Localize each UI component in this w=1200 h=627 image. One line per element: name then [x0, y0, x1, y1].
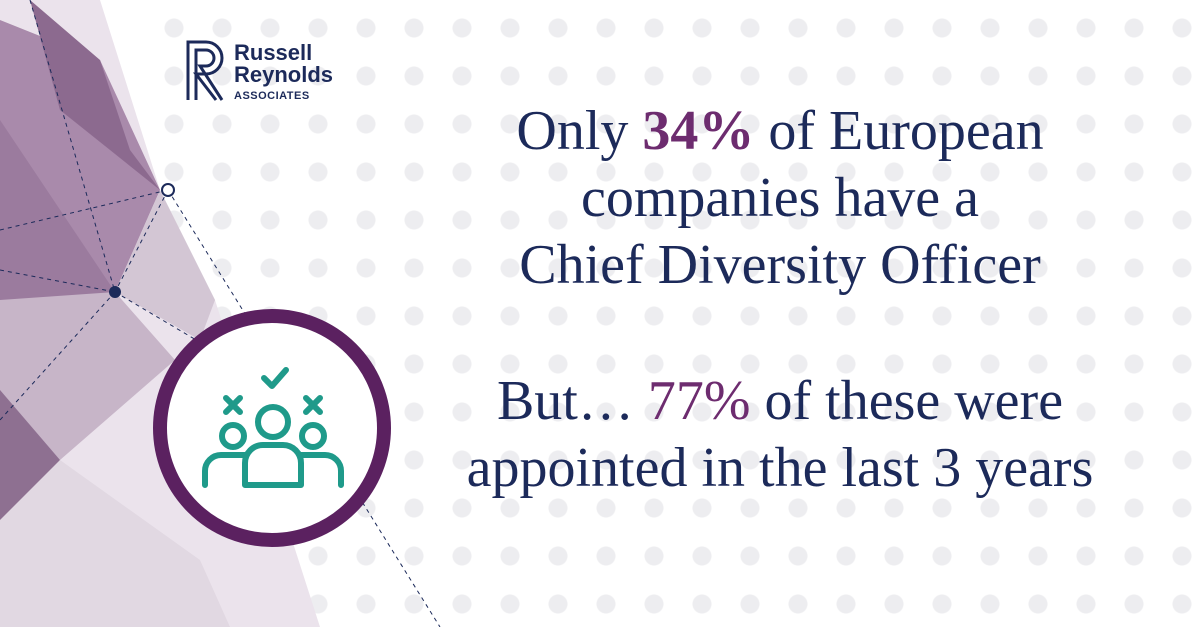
- figure: 77%: [647, 370, 751, 432]
- headline-line: Chief Diversity Officer: [519, 234, 1041, 296]
- text: But…: [496, 370, 634, 432]
- headline-line: companies have a: [580, 167, 980, 229]
- text: of these were: [764, 370, 1064, 432]
- text: Only: [516, 100, 629, 162]
- statement: But… 77% of these were appointed in the …: [400, 368, 1160, 502]
- text: of European: [768, 100, 1044, 162]
- headline-line: appointed in the last 3 years: [466, 437, 1094, 499]
- logo-text: ASSOCIATES: [234, 90, 310, 102]
- headline-line: But… 77% of these were: [400, 368, 1160, 435]
- figure: 34%: [642, 100, 755, 162]
- logo-text: Russell: [234, 40, 313, 65]
- headline-line: Only 34% of European: [400, 98, 1160, 165]
- logo-text: Reynolds: [234, 62, 334, 87]
- statement: Only 34% of European companies have a Ch…: [400, 98, 1160, 299]
